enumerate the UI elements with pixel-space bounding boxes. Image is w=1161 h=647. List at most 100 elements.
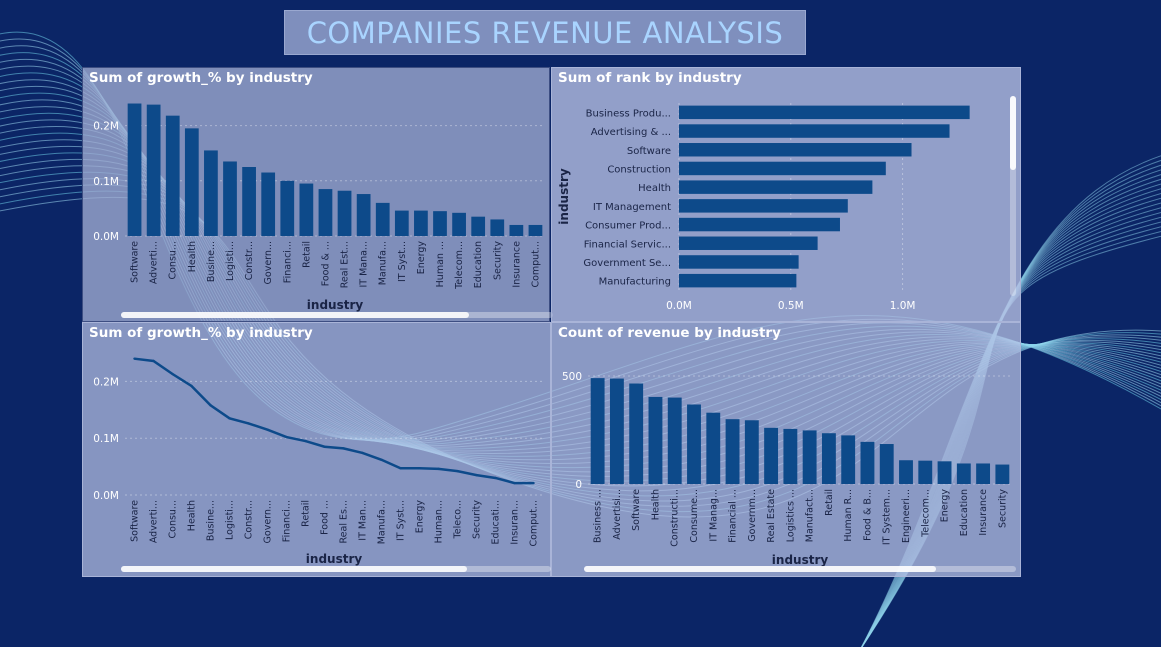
- data-point: [513, 481, 516, 485]
- bar: [744, 420, 759, 484]
- data-point: [247, 422, 250, 425]
- bar: [679, 105, 970, 120]
- data-point: [399, 467, 402, 470]
- x-tick-label: Food & ...: [320, 241, 331, 286]
- bar: [356, 194, 371, 236]
- y-tick-label: Construction: [607, 164, 671, 175]
- x-tick-label: Busine...: [206, 241, 217, 282]
- x-tick-label: Advertisi...: [612, 489, 623, 540]
- x-tick-label: Food & B...: [862, 489, 873, 541]
- panel-rank-hbar[interactable]: Sum of rank by industry 0.0M 0.5M 1.0M Busi…: [551, 67, 1021, 322]
- x-tick-label: Logisti...: [225, 500, 236, 540]
- bar: [679, 143, 912, 157]
- bar: [590, 378, 605, 484]
- x-tick-label: Manufa...: [378, 241, 389, 285]
- bar: [679, 255, 799, 269]
- data-point: [152, 359, 155, 363]
- x-tick-label: Education: [473, 241, 484, 288]
- horizontal-scrollbar[interactable]: [584, 566, 1016, 572]
- y-tick-label: Manufacturing: [599, 277, 671, 288]
- bar: [204, 150, 218, 236]
- chart-growth-bar: 0.0M 0.1M 0.2M Software Adverti... Consu... He…: [93, 103, 545, 312]
- bar: [127, 103, 142, 236]
- x-tick-label: IT System...: [882, 489, 893, 545]
- x-tick-label: Insuran...: [510, 500, 521, 545]
- y-axis-title: industry: [557, 168, 571, 225]
- bar: [687, 404, 701, 484]
- x-tick-label: Financial ...: [728, 489, 739, 543]
- y-tick-label: 0.2M: [93, 121, 119, 133]
- scrollbar-thumb[interactable]: [584, 566, 936, 572]
- x-tick-label: Manufa...: [377, 500, 388, 544]
- x-tick-label: Consume...: [689, 489, 700, 543]
- panel-growth-bar[interactable]: Sum of growth_% by industry 0.0M 0.1M 0.2M…: [82, 67, 553, 322]
- horizontal-scrollbar[interactable]: [121, 312, 553, 318]
- data-point: [456, 469, 459, 473]
- bar: [375, 202, 390, 236]
- data-point: [133, 357, 136, 360]
- x-tick-label: Adverti...: [149, 241, 160, 284]
- bar: [937, 461, 952, 484]
- x-tick-label: 0.5M: [778, 300, 804, 312]
- bar: [146, 104, 161, 237]
- x-tick-label: Software: [631, 489, 642, 531]
- data-point: [171, 372, 174, 376]
- y-tick-label: IT Management: [593, 202, 671, 213]
- bar: [783, 428, 798, 484]
- x-tick-label: Energy: [940, 489, 951, 523]
- x-tick-label: Financi...: [282, 500, 293, 542]
- x-tick-label: IT Syst...: [396, 500, 407, 541]
- x-tick-label: Telecom...: [454, 241, 465, 290]
- bar: [706, 412, 721, 484]
- bar: [841, 435, 856, 484]
- y-tick-label: Financial Servic...: [584, 239, 671, 250]
- bar: [318, 189, 333, 236]
- data-point: [285, 435, 288, 439]
- vertical-scrollbar[interactable]: [1010, 96, 1016, 296]
- data-point: [494, 476, 497, 480]
- bar: [414, 210, 428, 236]
- scrollbar-thumb[interactable]: [121, 566, 467, 572]
- bar: [679, 161, 886, 176]
- x-tick-label: Health: [650, 489, 661, 520]
- data-point: [304, 439, 307, 443]
- x-tick-label: Insurance: [511, 241, 522, 288]
- x-tick-label: Software: [130, 241, 141, 283]
- panel-growth-line[interactable]: Sum of growth_% by industry 0.0M 0.1M 0.2M…: [82, 322, 551, 577]
- x-tick-label: Consu...: [168, 241, 179, 280]
- bar: [679, 180, 873, 194]
- bar: [629, 383, 644, 484]
- bar: [490, 219, 505, 236]
- chart-title-growth-line: Sum of growth_% by industry: [89, 325, 313, 341]
- x-axis-title: industry: [306, 552, 363, 566]
- x-tick-label: Comput...: [529, 500, 540, 547]
- bar: [242, 167, 256, 236]
- y-tick-label: Government Se...: [583, 258, 671, 269]
- bar: [899, 460, 913, 484]
- horizontal-scrollbar[interactable]: [121, 566, 551, 572]
- data-point: [418, 467, 421, 470]
- chart-title-growth-bar: Sum of growth_% by industry: [89, 70, 313, 86]
- bar: [528, 224, 543, 236]
- x-tick-label: Security: [472, 500, 483, 539]
- data-point: [228, 417, 231, 420]
- x-tick-label: Constr...: [244, 241, 255, 280]
- x-tick-label: Telecom...: [920, 489, 931, 538]
- x-tick-label: Governm...: [747, 489, 758, 542]
- bar: [299, 183, 314, 236]
- bar: [679, 273, 797, 288]
- chart-rank-hbar: 0.0M 0.5M 1.0M Business Produ... Advertising…: [557, 103, 970, 312]
- data-point: [342, 447, 345, 450]
- y-tick-label: Health: [638, 183, 671, 194]
- scrollbar-thumb[interactable]: [1010, 96, 1016, 170]
- panel-revenue-count[interactable]: Count of revenue by industry 0 500 Busines…: [551, 322, 1021, 577]
- x-tick-label: Manufact...: [805, 489, 816, 542]
- x-tick-label: Engineeri...: [901, 489, 912, 543]
- bar: [679, 236, 818, 250]
- x-tick-label: Logistics ...: [785, 489, 796, 542]
- y-tick-label: 0.1M: [93, 433, 119, 445]
- scrollbar-thumb[interactable]: [121, 312, 469, 318]
- data-point: [323, 445, 326, 448]
- x-tick-label: Consu...: [168, 500, 179, 539]
- x-tick-label: Security: [492, 241, 503, 280]
